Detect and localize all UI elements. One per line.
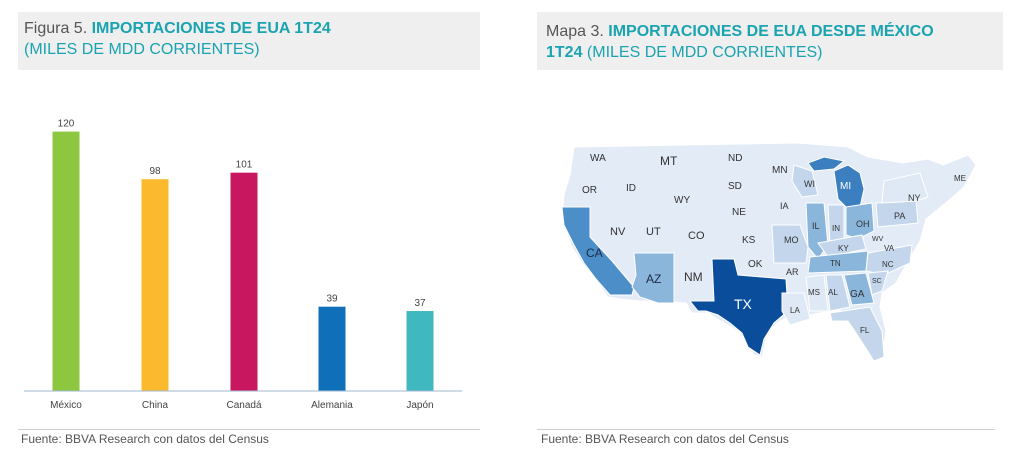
category-label-3: Alemania [311, 400, 353, 410]
state-labels: WA MT ND MN OR ID SD WI MI ME NY WY NE I… [582, 153, 966, 335]
state-label-az: AZ [646, 272, 661, 286]
category-label-1: China [142, 400, 169, 410]
state-label-ar: AR [786, 267, 799, 277]
state-label-ga: GA [850, 289, 865, 300]
us-map: WA MT ND MN OR ID SD WI MI ME NY WY NE I… [561, 142, 977, 362]
state-mi-up-shape [807, 156, 846, 172]
figure-title-line: Figura 5. IMPORTACIONES DE EUA 1T24 [24, 18, 480, 39]
state-label-la: LA [790, 306, 800, 315]
state-label-nc: NC [882, 260, 894, 269]
state-label-or: OR [582, 185, 597, 196]
bar-value-label-0: 120 [58, 119, 75, 130]
category-label-2: Canadá [226, 400, 261, 410]
state-label-mo: MO [784, 235, 799, 245]
map-subtitle: (MILES DE MDD CORRIENTES) [586, 44, 823, 61]
state-az-shape [631, 252, 675, 304]
state-label-ky: KY [838, 244, 849, 253]
state-label-id: ID [626, 183, 636, 194]
state-label-tx: TX [734, 296, 753, 312]
state-label-nm: NM [684, 270, 703, 284]
state-label-va: VA [884, 244, 895, 253]
state-oh-shape [845, 202, 875, 240]
bar-2 [230, 172, 258, 391]
state-label-sc: SC [872, 278, 882, 285]
bar-value-label-1: 98 [149, 166, 161, 177]
category-label-0: México [50, 400, 82, 410]
state-fl-shape [829, 306, 885, 362]
state-label-oh: OH [856, 219, 870, 229]
state-label-pa: PA [894, 211, 905, 221]
state-label-co: CO [688, 230, 705, 242]
state-label-ms: MS [808, 288, 820, 297]
bar-3 [318, 306, 346, 391]
state-label-ok: OK [748, 259, 763, 270]
map-header: Mapa 3. IMPORTACIONES DE EUA DESDE MÉXIC… [537, 12, 1003, 70]
state-label-sd: SD [728, 181, 742, 192]
map-title-year: 1T24 [546, 44, 583, 61]
figure-title: IMPORTACIONES DE EUA 1T24 [91, 20, 331, 37]
category-label-4: Japón [406, 400, 433, 410]
state-label-wy: WY [674, 195, 690, 206]
state-nc-shape [865, 244, 913, 276]
state-label-fl: FL [860, 326, 870, 335]
state-tx-shape [688, 258, 789, 356]
state-mi-shape [833, 164, 865, 210]
state-sc-shape [867, 270, 889, 296]
state-label-wv: WV [872, 236, 884, 243]
map-title-line1: Mapa 3. IMPORTACIONES DE EUA DESDE MÉXIC… [546, 21, 1003, 42]
state-label-ut: UT [646, 226, 661, 238]
state-la-shape [781, 292, 811, 326]
figure-subtitle: (MILES DE MDD CORRIENTES) [24, 41, 260, 58]
state-label-ne: NE [732, 207, 746, 218]
state-wi-shape [791, 164, 819, 198]
bar-value-label-3: 39 [326, 294, 338, 305]
figure-source: Fuente: BBVA Research con datos del Cens… [21, 432, 269, 446]
bar-4 [406, 311, 434, 391]
bar-chart: 120 México 98 China 101 Canadá 39 Alemania 37 Jap… [24, 119, 462, 410]
state-label-mt: MT [660, 154, 678, 168]
state-label-il: IL [812, 221, 820, 231]
state-label-ia: IA [780, 201, 789, 211]
state-label-wa: WA [590, 153, 606, 164]
state-label-mn: MN [772, 165, 788, 176]
bar-0 [52, 131, 80, 391]
state-label-tn: TN [830, 259, 841, 268]
state-label-ny: NY [908, 193, 921, 203]
state-ca-shape [561, 206, 635, 296]
map-number: Mapa 3. [546, 23, 604, 40]
state-label-ks: KS [742, 235, 756, 246]
state-label-me: ME [954, 174, 966, 183]
state-label-al: AL [828, 288, 838, 297]
map-footer-rule [537, 429, 995, 430]
bar-value-label-4: 37 [414, 298, 426, 309]
state-label-nv: NV [610, 226, 626, 238]
state-ms-shape [805, 274, 829, 312]
figure-subtitle-line: (MILES DE MDD CORRIENTES) [24, 39, 480, 60]
state-label-mi: MI [840, 181, 851, 192]
state-ny-shape [881, 172, 929, 204]
state-label-nd: ND [728, 153, 742, 164]
state-mo-shape [771, 224, 809, 264]
state-label-ca: CA [586, 246, 603, 260]
map-title-line2: 1T24 (MILES DE MDD CORRIENTES) [546, 42, 1003, 63]
state-al-shape [825, 274, 851, 312]
figure-number: Figura 5. [24, 20, 88, 37]
map-source: Fuente: BBVA Research con datos del Cens… [541, 432, 789, 446]
state-label-in: IN [832, 224, 840, 233]
figure-header: Figura 5. IMPORTACIONES DE EUA 1T24 (MIL… [18, 12, 480, 70]
bar-value-label-2: 101 [236, 160, 253, 171]
state-ky-shape [817, 234, 867, 258]
map-title: IMPORTACIONES DE EUA DESDE MÉXICO [608, 23, 934, 40]
state-label-wi: WI [804, 179, 815, 189]
state-ga-shape [843, 272, 875, 306]
bar-1 [141, 179, 169, 391]
figure-footer-rule [18, 429, 480, 430]
